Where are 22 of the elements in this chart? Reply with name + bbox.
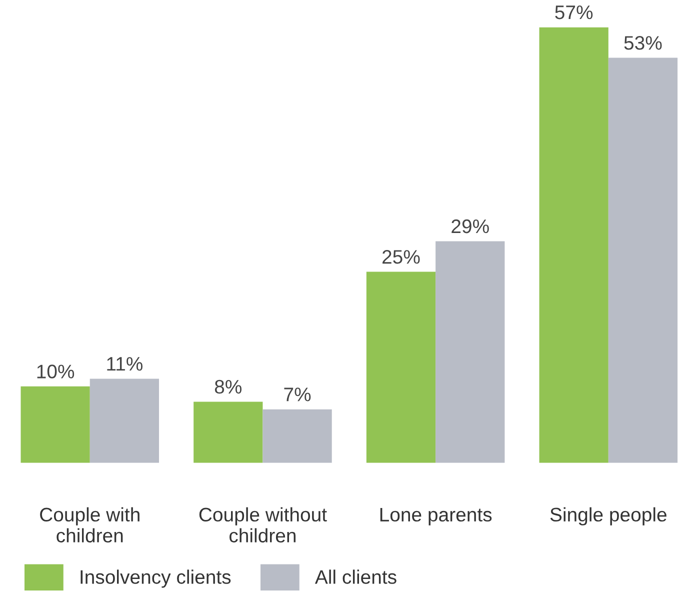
data-label: 11% — [107, 357, 142, 371]
data-label: 25% — [382, 250, 420, 264]
bar — [608, 58, 678, 463]
x-tick-label: Single people — [550, 507, 666, 526]
bar — [366, 272, 436, 463]
data-label: 7% — [284, 388, 311, 402]
bar — [90, 378, 160, 463]
data-label: 8% — [214, 380, 242, 394]
data-label: 53% — [624, 36, 662, 50]
data-label: 57% — [555, 6, 593, 20]
x-tick-label: Couple without children — [199, 507, 327, 542]
bar — [194, 402, 263, 463]
data-label: 29% — [452, 219, 489, 234]
x-tick-label: Lone parents — [380, 508, 492, 526]
bar — [262, 409, 332, 463]
legend-label: All clients — [314, 570, 396, 584]
x-tick-label: Couple with children — [40, 507, 140, 542]
bar — [539, 27, 608, 463]
bar — [436, 241, 505, 463]
bar — [20, 386, 90, 463]
data-label: 10% — [37, 364, 74, 378]
legend-label: Insolvency clients — [80, 570, 231, 588]
